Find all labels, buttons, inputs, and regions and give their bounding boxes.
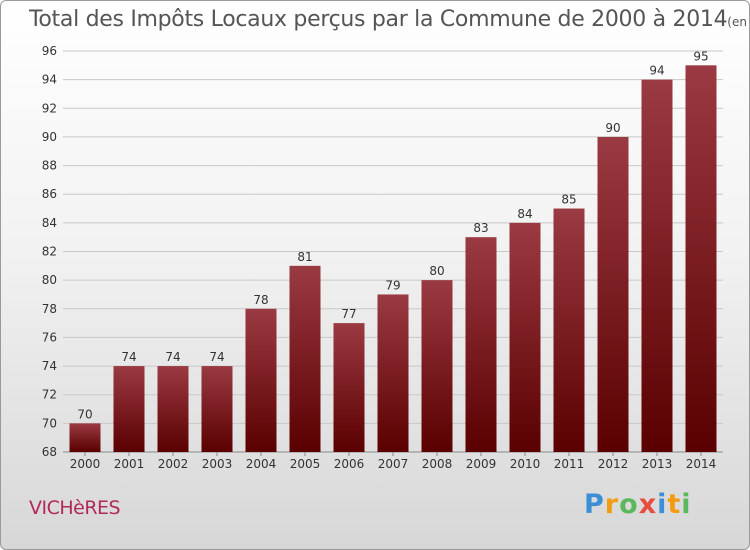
bar-2000 xyxy=(69,423,101,452)
bar-2013 xyxy=(641,79,673,453)
x-tick-label: 2009 xyxy=(466,457,497,471)
bar-2006 xyxy=(333,323,365,452)
chart-title-main: Total des Impôts Locaux perçus par la Co… xyxy=(29,7,728,32)
bar-value-label: 74 xyxy=(209,350,224,364)
bar-2009 xyxy=(465,237,497,452)
bar-value-label: 80 xyxy=(429,264,444,278)
y-tick-label: 76 xyxy=(42,330,57,344)
logo-letter: P xyxy=(584,489,605,520)
chart-title-unit: (en milliers d'€) xyxy=(727,15,749,29)
y-tick-label: 86 xyxy=(42,187,57,201)
x-tick-label: 2004 xyxy=(246,457,277,471)
y-axis: 68 70 72 74 76 78 80 82 84 86 88 90 92 94 96 xyxy=(42,44,57,459)
bar-value-label: 83 xyxy=(473,221,488,235)
bar-value-label: 81 xyxy=(297,250,312,264)
commune-name: VICHèRES xyxy=(29,497,121,519)
x-tick-label: 2002 xyxy=(158,457,189,471)
x-tick-label: 2001 xyxy=(114,457,145,471)
bars: 70 74 74 74 78 81 77 79 80 83 84 85 90 94 95 xyxy=(69,49,717,453)
bar-value-label: 74 xyxy=(121,350,136,364)
x-tick-label: 2010 xyxy=(510,457,541,471)
logo-letter: t xyxy=(667,489,682,520)
x-tick-label: 2013 xyxy=(642,457,673,471)
y-tick-label: 70 xyxy=(42,416,57,430)
bar-2012 xyxy=(597,136,629,452)
y-tick-label: 72 xyxy=(42,388,57,402)
y-tick-label: 80 xyxy=(42,273,57,287)
y-tick-label: 82 xyxy=(42,245,57,259)
bar-value-label: 79 xyxy=(385,278,400,292)
x-tick-label: 2008 xyxy=(422,457,453,471)
bar-2001 xyxy=(113,366,145,452)
bar-value-label: 78 xyxy=(253,293,268,307)
y-tick-label: 74 xyxy=(42,359,57,373)
bar-2004 xyxy=(245,308,277,452)
bar-value-label: 94 xyxy=(649,64,664,78)
logo-letter: i xyxy=(681,489,692,520)
y-tick-label: 78 xyxy=(42,302,57,316)
bar-value-label: 70 xyxy=(77,407,92,421)
x-tick-label: 2014 xyxy=(686,457,717,471)
bar-2007 xyxy=(377,294,409,452)
bar-2003 xyxy=(201,366,233,452)
bar-2011 xyxy=(553,208,585,452)
y-tick-label: 94 xyxy=(42,73,57,87)
x-tick-label: 2000 xyxy=(70,457,101,471)
x-axis: 2000 2001 2002 2003 2004 2005 2006 2007 2008 2009… xyxy=(70,452,717,471)
bar-value-label: 90 xyxy=(605,121,620,135)
y-tick-label: 88 xyxy=(42,159,57,173)
x-tick-label: 2012 xyxy=(598,457,629,471)
logo-letter: o xyxy=(619,489,639,520)
y-tick-label: 92 xyxy=(42,101,57,115)
bar-value-label: 74 xyxy=(165,350,180,364)
bar-value-label: 77 xyxy=(341,307,356,321)
x-tick-label: 2005 xyxy=(290,457,321,471)
x-tick-label: 2006 xyxy=(334,457,365,471)
bar-value-label: 85 xyxy=(561,193,576,207)
y-tick-label: 68 xyxy=(42,445,57,459)
logo-letter: r xyxy=(604,489,620,520)
bar-value-label: 95 xyxy=(693,49,708,63)
logo-letter: i xyxy=(657,489,668,520)
bar-value-label: 84 xyxy=(517,207,532,221)
chart-title: Total des Impôts Locaux perçus par la Co… xyxy=(29,7,749,32)
x-tick-label: 2007 xyxy=(378,457,409,471)
bar-2002 xyxy=(157,366,189,452)
bar-2005 xyxy=(289,265,321,452)
x-tick-label: 2011 xyxy=(554,457,585,471)
x-tick-label: 2003 xyxy=(202,457,233,471)
y-tick-label: 90 xyxy=(42,130,57,144)
proxiti-logo[interactable]: Proxiti xyxy=(584,489,692,520)
bar-2014 xyxy=(685,65,717,453)
y-tick-label: 84 xyxy=(42,216,57,230)
bar-2008 xyxy=(421,280,453,452)
logo-letter: x xyxy=(638,489,658,520)
y-tick-label: 96 xyxy=(42,44,57,58)
bar-2010 xyxy=(509,222,541,452)
